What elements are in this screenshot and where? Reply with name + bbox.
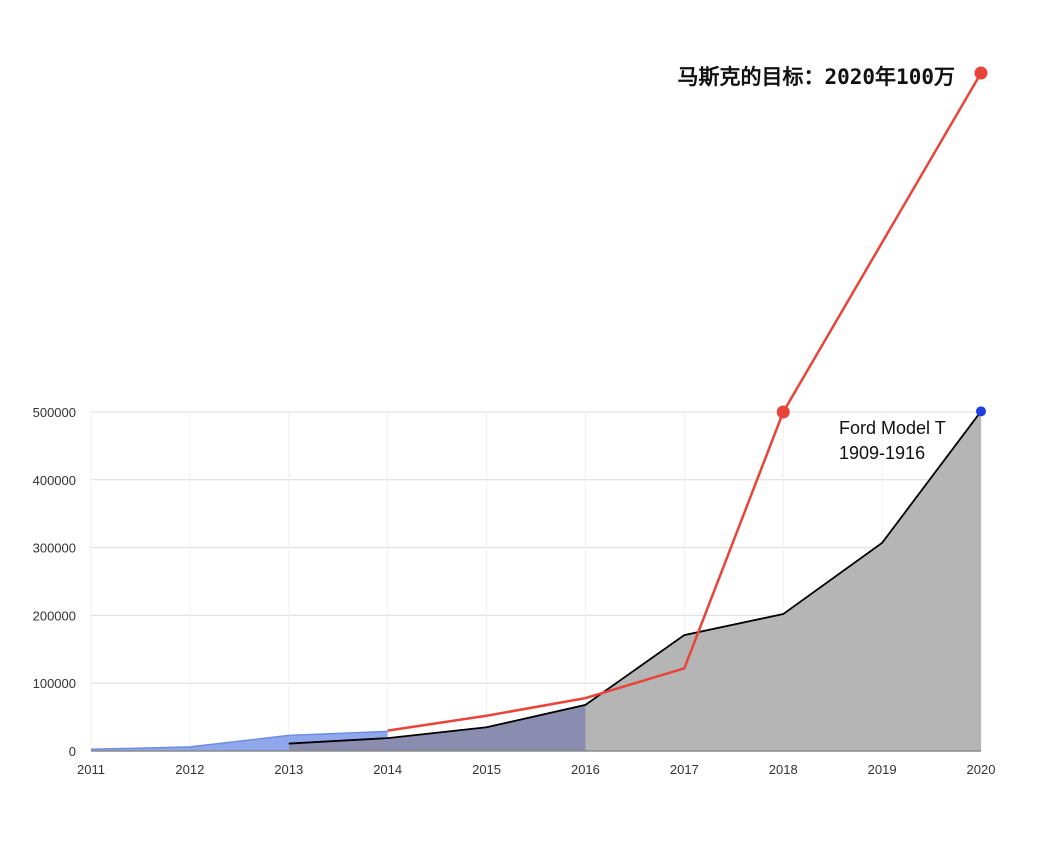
target-marker	[974, 66, 988, 80]
x-tick-label: 2017	[670, 762, 699, 777]
x-tick-label: 2012	[175, 762, 204, 777]
ford-end-marker	[976, 406, 986, 417]
line-series	[90, 72, 983, 751]
x-tick-label: 2019	[868, 762, 897, 777]
chart-title: 马斯克的目标：2020年100万	[677, 65, 955, 89]
ford-annotation-line1: Ford Model T	[839, 418, 946, 438]
y-tick-label: 300000	[33, 541, 76, 556]
ford-overlap-area	[288, 704, 586, 751]
target-marker	[776, 405, 790, 419]
ford-area	[288, 411, 981, 751]
x-tick-label: 2013	[274, 762, 303, 777]
x-tick-label: 2011	[77, 762, 105, 777]
x-tick-label: 2020	[967, 762, 996, 777]
tesla-actual-line	[90, 730, 388, 751]
ford-line	[288, 410, 982, 745]
y-tick-label: 400000	[33, 473, 76, 488]
x-tick-label: 2015	[472, 762, 501, 777]
musk-target-line	[387, 72, 983, 732]
ford-annotation-line2: 1909-1916	[839, 443, 925, 463]
y-tick-label: 200000	[33, 608, 76, 623]
x-tick-label: 2014	[373, 762, 402, 777]
x-tick-label: 2018	[769, 762, 798, 777]
data-markers	[776, 66, 988, 419]
axes: 0 100000 200000 300000 400000 500000 2011 2012 2…	[33, 405, 996, 777]
x-tick-label: 2016	[571, 762, 600, 777]
y-tick-label: 100000	[33, 676, 76, 691]
y-tick-label: 0	[69, 744, 76, 759]
y-tick-label: 500000	[33, 405, 76, 420]
